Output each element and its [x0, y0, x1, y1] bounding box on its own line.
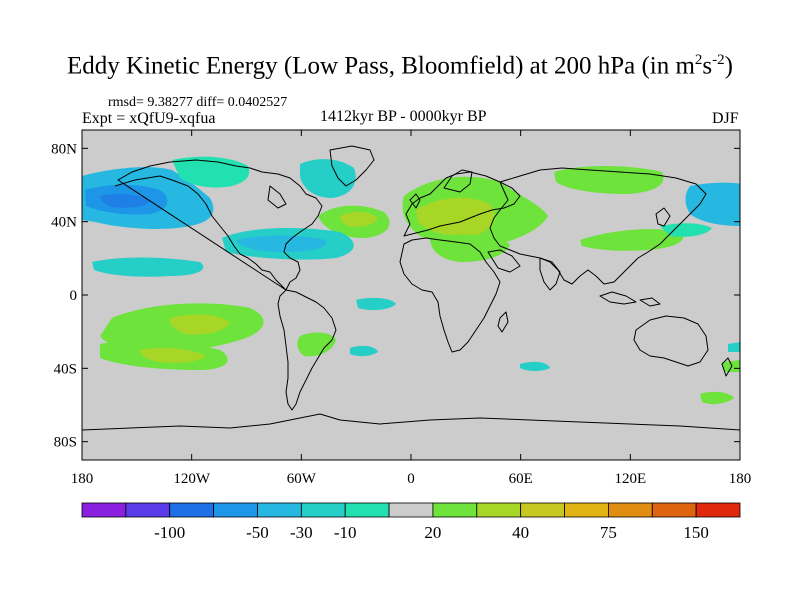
- lat-tick-label: 80S: [54, 435, 77, 451]
- anomaly-region-satl-neg: [356, 297, 396, 311]
- colorbar-swatch: [125, 502, 171, 518]
- anomaly-region-dateline-pos: [722, 360, 740, 372]
- lon-tick-label: 180: [71, 471, 94, 487]
- anomaly-region-npac-inner: [100, 193, 150, 208]
- rmsd-text: rmsd= 9.38277 diff= 0.0402527: [108, 95, 288, 110]
- coast-scandinavia: [443, 169, 473, 193]
- anomaly-region-dateline-neg: [728, 342, 740, 352]
- colorbar-swatch: [213, 502, 258, 518]
- colorbar-swatch: [388, 502, 434, 518]
- colorbar-label: 75: [600, 523, 617, 542]
- lon-tick-label: 120W: [173, 471, 211, 487]
- coast-greenland: [329, 145, 375, 187]
- lon-tick-label: 0: [407, 471, 415, 487]
- colorbar-label: 40: [512, 523, 529, 542]
- colorbar-label: -50: [246, 523, 269, 542]
- anomaly-region-satl-neg2: [350, 345, 378, 357]
- coast-arabia: [487, 249, 521, 273]
- experiment-label: Expt = xQfU9-xqfua: [82, 110, 216, 127]
- anomaly-region-pac-east-neg: [92, 257, 204, 277]
- coast-south-america: [277, 289, 337, 411]
- coast-hudson-bay: [267, 185, 287, 209]
- anomaly-region-spac-pos-core: [169, 314, 230, 335]
- longitude-axis: 180 120W 60W 0 60E 120E 180: [71, 130, 752, 487]
- anomaly-region-spac-pos-south-core: [140, 348, 206, 363]
- anomaly-region-sw-pac-pos: [700, 391, 734, 405]
- coast-indonesia: [599, 291, 661, 307]
- lon-tick-label: 180: [729, 471, 752, 487]
- colorbar-swatch: [169, 502, 215, 518]
- colorbar-label: -30: [290, 523, 313, 542]
- anomaly-region-atl-neg-core: [236, 235, 327, 252]
- colorbar-label: 150: [683, 523, 709, 542]
- period-label: 1412kyr BP - 0000kyr BP: [320, 108, 487, 125]
- colorbar-swatch: [476, 502, 522, 518]
- coast-japan: [655, 207, 671, 227]
- season-label: DJF: [712, 110, 739, 127]
- colorbar-swatch: [520, 502, 565, 518]
- lat-tick-label: 0: [70, 288, 78, 304]
- coast-uk: [409, 193, 421, 209]
- anomaly-region-npac-west-neg: [685, 182, 740, 226]
- coast-europe: [403, 171, 521, 237]
- coastlines: [82, 145, 740, 431]
- coast-antarctica: [82, 413, 740, 431]
- colorbar-label: 20: [424, 523, 441, 542]
- coast-india: [539, 257, 561, 291]
- colorbar: -100 -50 -30 -10 20 40 75 150: [81, 502, 741, 542]
- colorbar-swatch: [695, 502, 741, 518]
- colorbar-swatch: [344, 502, 390, 518]
- anomaly-region-npac-west-neg2: [660, 223, 712, 237]
- colorbar-swatch: [300, 502, 346, 518]
- colorbar-swatch: [257, 502, 302, 518]
- lat-tick-label: 80N: [51, 141, 77, 157]
- colorbar-label: -10: [334, 523, 357, 542]
- colorbar-swatch: [608, 502, 653, 518]
- latitude-axis: 80N 40N 0 40S 80S: [51, 141, 740, 451]
- anomaly-region-satl-pos: [297, 332, 336, 357]
- lat-tick-label: 40N: [51, 215, 77, 231]
- coast-new-zealand: [721, 357, 733, 377]
- coast-asia: [489, 167, 707, 285]
- anomaly-region-arctic-neg: [300, 159, 356, 198]
- coast-australia: [633, 315, 709, 367]
- chart-title: Eddy Kinetic Energy (Low Pass, Bloomfiel…: [67, 52, 733, 80]
- colorbar-swatch: [564, 502, 609, 518]
- lon-tick-label: 60W: [287, 471, 317, 487]
- lat-tick-label: 40S: [54, 361, 77, 377]
- colorbar-swatch: [81, 502, 127, 518]
- anomaly-region-europe-pos-core: [416, 197, 495, 237]
- anomaly-region-indian-neg: [520, 361, 550, 371]
- lon-tick-label: 60E: [509, 471, 533, 487]
- colorbar-swatch: [651, 502, 697, 518]
- colorbar-swatch: [432, 502, 478, 518]
- coast-madagascar: [497, 311, 509, 333]
- coast-north-america: [114, 159, 323, 291]
- coast-africa: [399, 237, 501, 353]
- colorbar-label: -100: [154, 523, 185, 542]
- lon-tick-label: 120E: [614, 471, 646, 487]
- anomaly-region-natl-pos-core: [340, 211, 378, 227]
